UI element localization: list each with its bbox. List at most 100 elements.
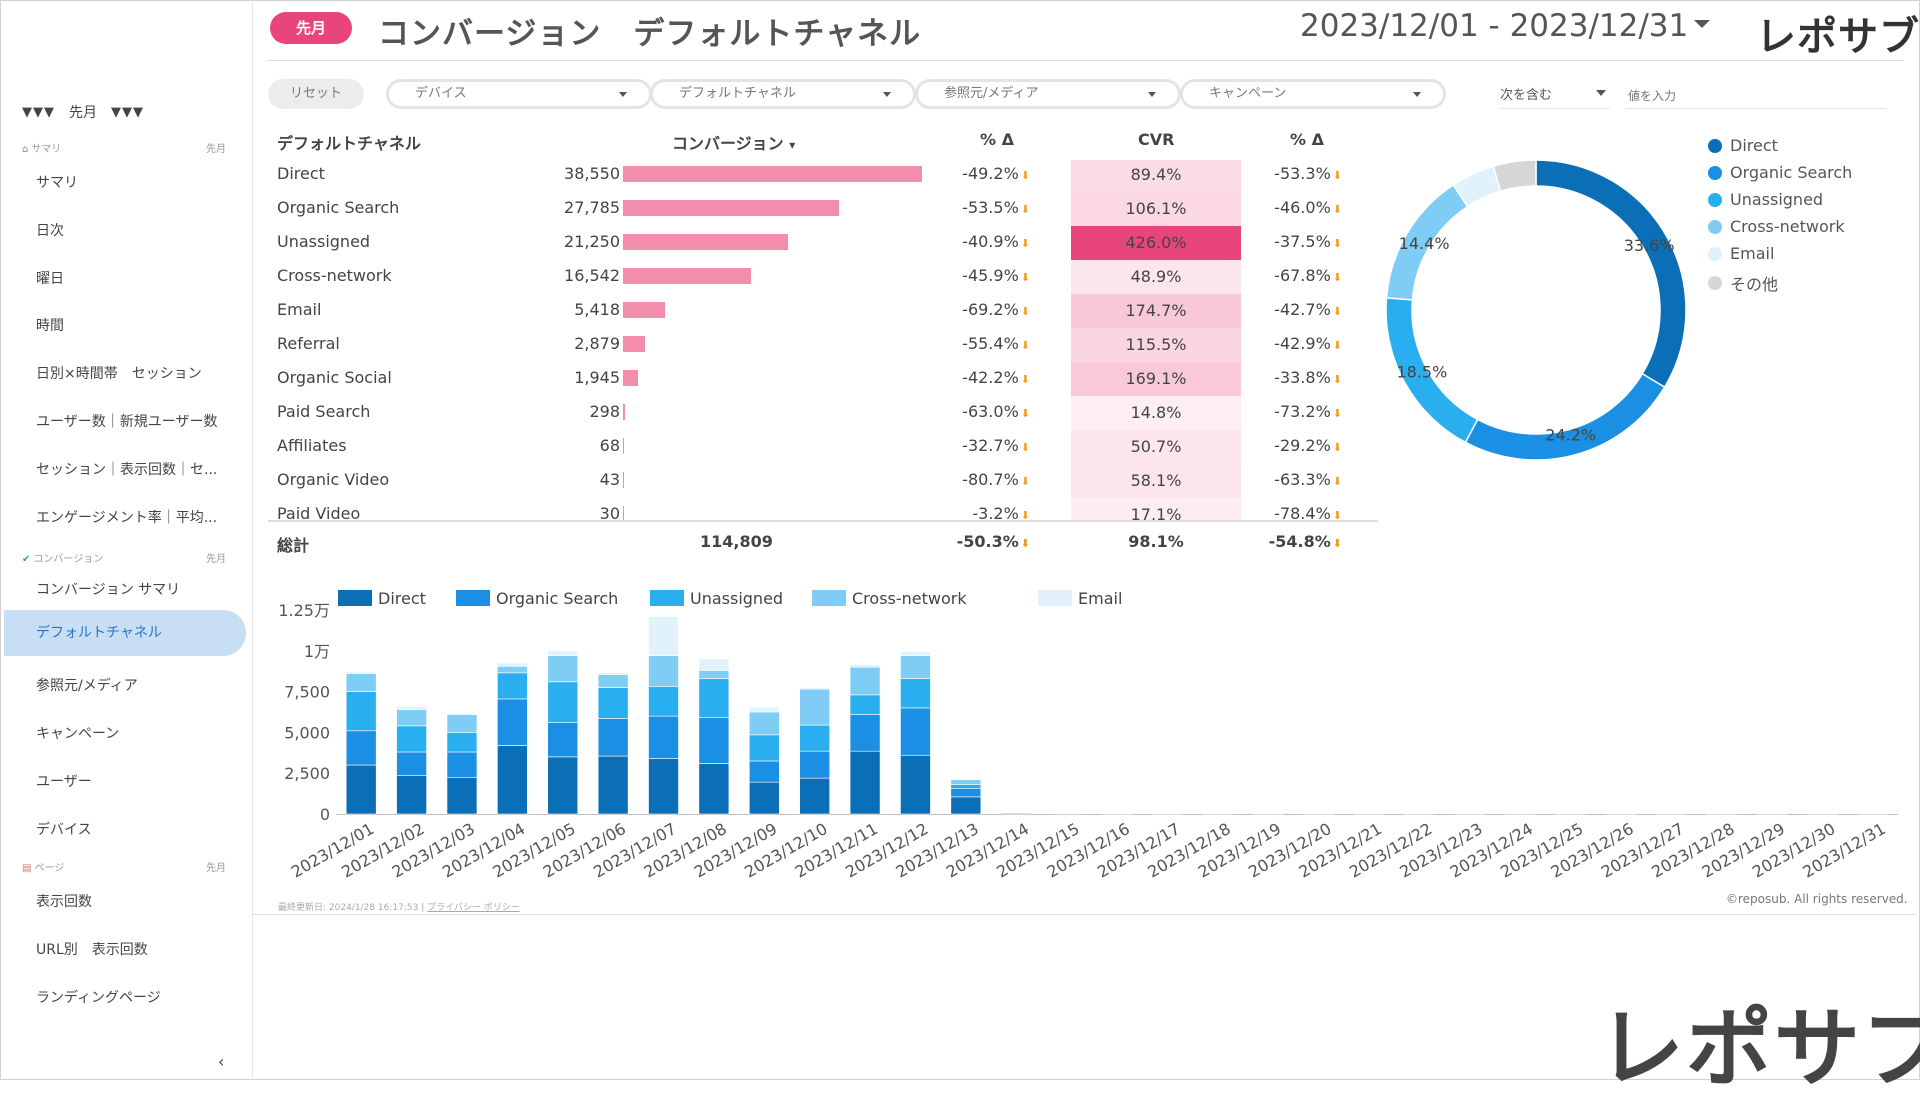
bar-segment[interactable] [1051, 812, 1082, 814]
header-pct1[interactable]: % Δ [980, 130, 1014, 149]
bar-segment[interactable] [345, 673, 377, 692]
bar-segment[interactable] [648, 758, 679, 815]
bar-segment[interactable] [497, 666, 528, 674]
bar-segment[interactable] [1202, 812, 1234, 814]
legend-item[interactable]: Organic Search [1708, 163, 1852, 182]
header-cvr[interactable]: CVR [1138, 130, 1175, 149]
bar-segment[interactable] [799, 750, 830, 779]
bar-segment[interactable] [799, 724, 830, 752]
bar-segment[interactable] [799, 688, 830, 726]
filter-dropdown-4[interactable]: キャンペーン [1180, 79, 1446, 109]
collapse-sidebar-button[interactable]: ‹ [218, 1052, 225, 1071]
bar-segment[interactable] [950, 779, 982, 785]
bar-segment[interactable] [698, 670, 730, 679]
bar-segment[interactable] [849, 694, 881, 715]
bar-segment[interactable] [1655, 812, 1687, 814]
bar-segment[interactable] [597, 672, 629, 675]
bar-segment[interactable] [849, 666, 881, 696]
bar-segment[interactable] [1404, 812, 1435, 814]
bar-segment[interactable] [799, 687, 830, 690]
header-pct2[interactable]: % Δ [1290, 130, 1324, 149]
bar-segment[interactable] [698, 717, 730, 764]
bar-segment[interactable] [497, 672, 528, 700]
sidebar-item-15[interactable]: 表示回数 [36, 894, 92, 910]
legend-item[interactable]: Email [1708, 244, 1774, 263]
bar-segment[interactable] [1101, 812, 1133, 814]
filter-dropdown-1[interactable]: デバイス [386, 79, 652, 109]
legend-item[interactable]: その他 [1708, 271, 1778, 295]
legend-item[interactable]: Cross-network [1708, 217, 1845, 236]
bar-segment[interactable] [396, 709, 427, 727]
chevron-down-icon[interactable] [1694, 20, 1710, 28]
bar-segment[interactable] [648, 616, 679, 656]
bar-segment[interactable] [597, 674, 629, 688]
bar-segment[interactable] [1857, 812, 1889, 814]
sidebar-item-1[interactable]: サマリ [36, 175, 78, 191]
bar-segment[interactable] [950, 778, 982, 781]
bar-segment[interactable] [547, 722, 579, 758]
bar-segment[interactable] [1252, 812, 1284, 814]
date-range-picker[interactable]: 2023/12/01 - 2023/12/31 [1300, 8, 1689, 44]
bar-segment[interactable] [849, 714, 881, 752]
privacy-link[interactable]: プライバシー ポリシー [427, 903, 520, 913]
bar-segment[interactable] [396, 725, 427, 753]
sidebar-item-10[interactable]: デフォルトチャネル [4, 610, 246, 656]
bar-segment[interactable] [900, 655, 931, 679]
bar-segment[interactable] [1000, 811, 1032, 813]
header-conversion[interactable]: コンバージョン ▾ [672, 130, 795, 154]
bar-segment[interactable] [900, 754, 931, 815]
bar-segment[interactable] [1454, 812, 1486, 814]
donut-slice[interactable] [1464, 372, 1666, 461]
bar-segment[interactable] [698, 658, 730, 671]
bar-segment[interactable] [648, 655, 679, 688]
period-selector[interactable]: ▼▼▼ 先月 ▼▼▼ [22, 102, 144, 122]
bar-segment[interactable] [900, 678, 931, 709]
bar-segment[interactable] [950, 788, 982, 798]
bar-segment[interactable] [396, 751, 427, 776]
sidebar-item-6[interactable]: ユーザー数｜新規ユーザー数 [36, 414, 218, 430]
bar-segment[interactable] [698, 763, 730, 815]
bar-segment[interactable] [1303, 812, 1334, 814]
bar-segment[interactable] [950, 796, 982, 815]
sidebar-item-17[interactable]: ランディングページ [36, 990, 161, 1006]
bar-segment[interactable] [648, 686, 679, 717]
sidebar-item-7[interactable]: セッション｜表示回数｜セ... [36, 462, 218, 478]
bar-segment[interactable] [799, 777, 830, 815]
bar-segment[interactable] [900, 651, 931, 656]
bar-segment[interactable] [748, 760, 780, 783]
bar-segment[interactable] [446, 713, 478, 715]
bar-segment[interactable] [597, 718, 629, 757]
sidebar-item-14[interactable]: デバイス [36, 822, 92, 838]
sidebar-item-8[interactable]: エンゲージメント率｜平均... [36, 510, 218, 526]
bar-segment[interactable] [345, 730, 377, 766]
bar-segment[interactable] [597, 755, 629, 815]
bar-segment[interactable] [396, 705, 427, 710]
bar-segment[interactable] [497, 698, 528, 746]
bar-segment[interactable] [849, 750, 881, 815]
donut-slice[interactable] [1492, 159, 1537, 193]
bar-segment[interactable] [1706, 812, 1737, 814]
bar-segment[interactable] [1504, 812, 1536, 814]
bar-segment[interactable] [748, 734, 780, 762]
bar-segment[interactable] [1756, 812, 1788, 814]
bar-segment[interactable] [748, 781, 780, 815]
bar-segment[interactable] [1555, 812, 1586, 814]
filter-dropdown-2[interactable]: デフォルトチャネル [650, 79, 916, 109]
sidebar-item-5[interactable]: 日別×時間帯 セッション [36, 366, 202, 382]
bar-segment[interactable] [1807, 812, 1838, 814]
sidebar-item-4[interactable]: 時間 [36, 318, 64, 334]
sidebar-item-16[interactable]: URL別 表示回数 [36, 942, 148, 958]
sidebar-item-13[interactable]: ユーザー [36, 774, 92, 790]
bar-segment[interactable] [446, 732, 478, 753]
donut-slice[interactable] [1535, 159, 1687, 389]
bar-segment[interactable] [446, 714, 478, 733]
bar-segment[interactable] [345, 764, 377, 815]
bar-segment[interactable] [648, 715, 679, 759]
bar-segment[interactable] [748, 711, 780, 736]
bar-segment[interactable] [547, 681, 579, 723]
bar-segment[interactable] [950, 784, 982, 790]
bar-segment[interactable] [1152, 812, 1183, 814]
bar-segment[interactable] [497, 662, 528, 667]
include-mode-select[interactable]: 次を含む [1500, 84, 1610, 109]
bar-segment[interactable] [446, 751, 478, 778]
